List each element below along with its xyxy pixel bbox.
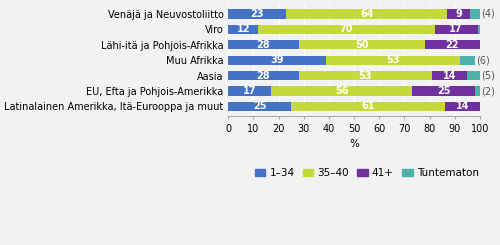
Text: 28: 28 xyxy=(256,40,270,50)
Bar xyxy=(228,25,258,34)
Bar xyxy=(291,102,445,111)
Text: 39: 39 xyxy=(270,55,284,65)
Text: 22: 22 xyxy=(446,40,459,50)
Text: 9: 9 xyxy=(455,9,462,19)
Bar xyxy=(228,40,299,49)
Text: 14: 14 xyxy=(456,101,469,111)
Text: 17: 17 xyxy=(450,24,463,34)
Text: 53: 53 xyxy=(386,55,400,65)
Text: 64: 64 xyxy=(360,9,374,19)
Bar xyxy=(468,71,480,80)
Text: 12: 12 xyxy=(236,24,250,34)
Bar xyxy=(470,9,480,19)
Bar xyxy=(326,56,460,65)
Text: (2): (2) xyxy=(482,86,495,96)
Bar xyxy=(228,102,291,111)
Bar xyxy=(299,40,424,49)
Bar xyxy=(228,56,326,65)
Text: (5): (5) xyxy=(482,71,495,81)
Bar xyxy=(448,9,470,19)
Text: 61: 61 xyxy=(361,101,374,111)
Bar xyxy=(271,86,412,96)
Legend: 1–34, 35–40, 41+, Tuntematon: 1–34, 35–40, 41+, Tuntematon xyxy=(250,164,483,182)
Text: 14: 14 xyxy=(443,71,456,81)
Bar xyxy=(445,102,480,111)
Text: 23: 23 xyxy=(250,9,264,19)
Text: (4): (4) xyxy=(482,9,495,19)
Bar xyxy=(460,56,475,65)
Bar xyxy=(412,86,475,96)
Text: 25: 25 xyxy=(253,101,266,111)
Bar xyxy=(228,9,286,19)
Text: 50: 50 xyxy=(355,40,368,50)
Bar xyxy=(228,71,299,80)
Text: 70: 70 xyxy=(340,24,353,34)
Text: 28: 28 xyxy=(256,71,270,81)
Bar xyxy=(286,9,448,19)
Bar xyxy=(299,71,432,80)
Text: 56: 56 xyxy=(335,86,348,96)
Bar xyxy=(424,40,480,49)
Bar xyxy=(432,71,468,80)
Bar xyxy=(475,86,480,96)
Text: 17: 17 xyxy=(243,86,256,96)
Text: (6): (6) xyxy=(476,55,490,65)
Bar xyxy=(434,25,478,34)
Bar xyxy=(258,25,434,34)
Bar xyxy=(478,25,480,34)
X-axis label: %: % xyxy=(349,139,359,149)
Bar xyxy=(228,86,271,96)
Text: 25: 25 xyxy=(437,86,450,96)
Text: 53: 53 xyxy=(358,71,372,81)
